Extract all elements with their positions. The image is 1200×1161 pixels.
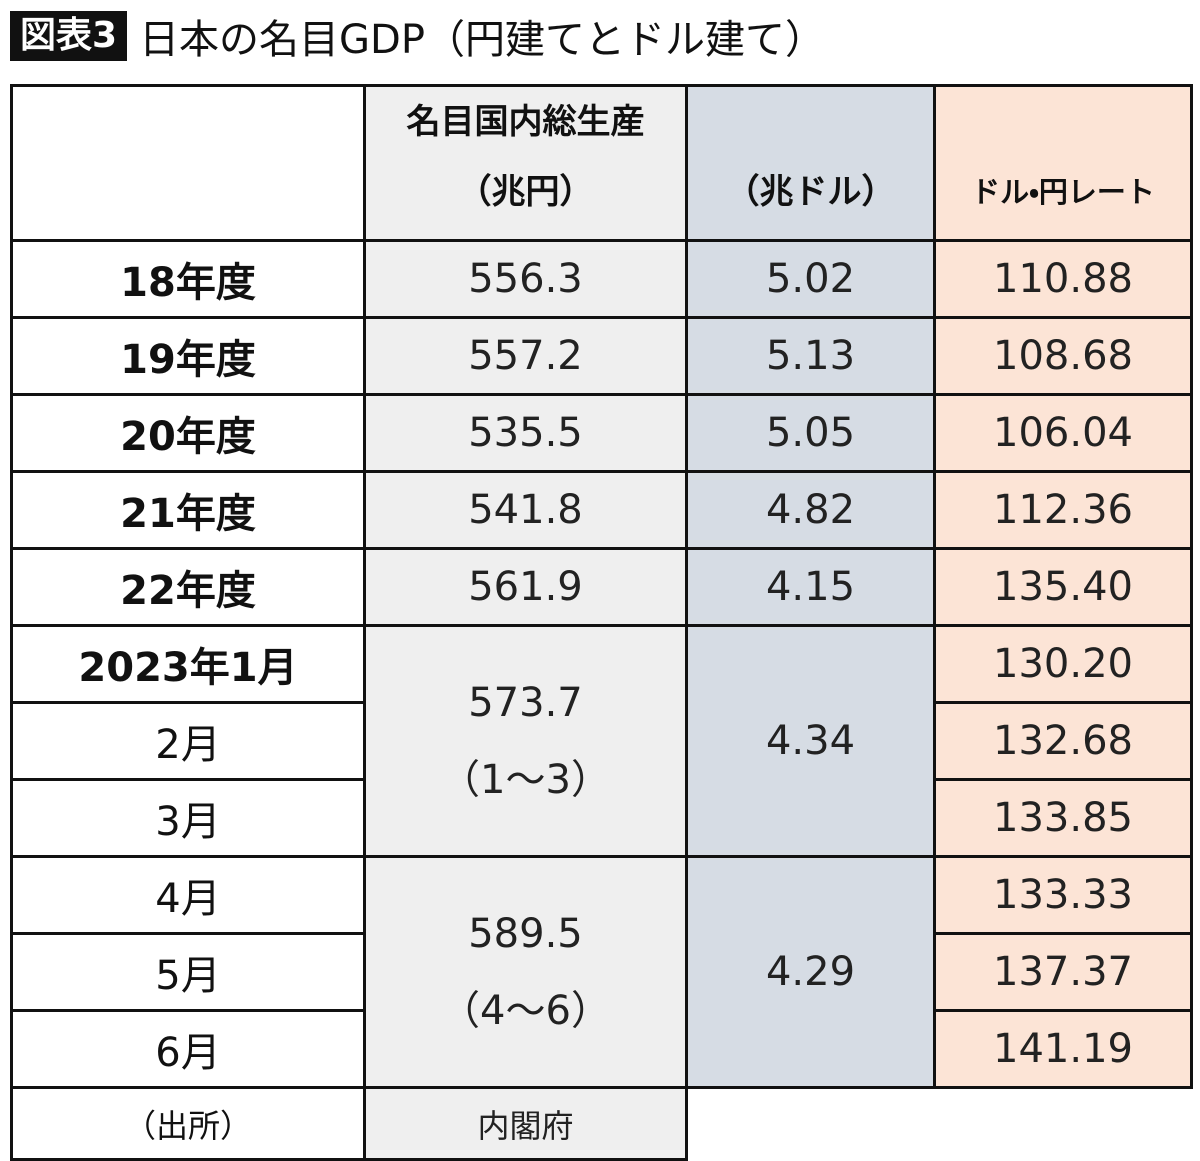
source-label: （出所）	[10, 1086, 366, 1161]
usd-cell: 4.15	[685, 547, 936, 627]
source-row: （出所） 内閣府	[10, 1086, 1192, 1161]
header-cell: ドル・円レート	[933, 84, 1193, 242]
row: 2023年1月 573.7 （1～3） 4.34 130.20	[10, 624, 1193, 858]
title: 日本の名目GDP（円建てとドル建て）	[139, 17, 825, 63]
row: 19年度 557.2 5.13 108.68	[10, 316, 1193, 396]
empty-cell	[687, 1088, 935, 1160]
yen-cell: 573.7 （1～3）	[363, 624, 688, 858]
empty-cell	[935, 1088, 1192, 1160]
usd-cell: 5.02	[685, 239, 936, 319]
title-bar: 図表3 日本の名目GDP（円建てとドル建て）	[10, 5, 825, 67]
row: 18年度 556.3 5.02 110.88	[10, 239, 1193, 319]
usd-cell: 4.82	[685, 470, 936, 550]
rate-cell: 110.88	[933, 239, 1193, 319]
row-label: 20年度	[10, 393, 366, 473]
row-label: 22年度	[10, 547, 366, 627]
row-label: 6月	[10, 1009, 366, 1089]
rate-cell: 108.68	[933, 316, 1193, 396]
yen-cell: 561.9	[363, 547, 688, 627]
row: 5月 137.37	[10, 932, 1193, 1012]
header-line: （兆ドル）	[725, 172, 896, 212]
header-cell: 名目国内総生産 （兆円）	[363, 84, 688, 242]
rate-cell: 133.85	[933, 778, 1193, 858]
row-label: 5月	[10, 932, 366, 1012]
rate-cell: 106.04	[933, 393, 1193, 473]
yen-value: 589.5	[468, 911, 583, 957]
row: 21年度 541.8 4.82 112.36	[10, 470, 1193, 550]
row-label: 2月	[10, 701, 366, 781]
row-label: 21年度	[10, 470, 366, 550]
rate-cell: 137.37	[933, 932, 1193, 1012]
rate-cell: 141.19	[933, 1009, 1193, 1089]
usd-cell: 5.05	[685, 393, 936, 473]
rate-cell: 135.40	[933, 547, 1193, 627]
row-label: 2023年1月	[10, 624, 366, 704]
row-label: 4月	[10, 855, 366, 935]
header-cell: （兆ドル）	[685, 84, 936, 242]
row: 3月 133.85	[10, 778, 1193, 858]
period: （4～6）	[440, 988, 611, 1034]
rate-cell: 112.36	[933, 470, 1193, 550]
gdp-table: 名目国内総生産 （兆円） （兆ドル） ドル・円レート 18年度 556.3 5.02 1…	[10, 84, 1193, 1161]
row-label: 19年度	[10, 316, 366, 396]
row: 22年度 561.9 4.15 135.40	[10, 547, 1193, 627]
row: 20年度 535.5 5.05 106.04	[10, 393, 1193, 473]
row: 6月 141.19	[10, 1009, 1193, 1089]
yen-cell: 589.5 （4～6）	[363, 855, 688, 1089]
row: 4月 589.5 （4～6） 4.29 133.33	[10, 855, 1193, 1089]
table-body: 名目国内総生産 （兆円） （兆ドル） ドル・円レート 18年度 556.3 5.02 1…	[10, 84, 1193, 1161]
yen-value: 573.7	[468, 680, 583, 726]
row-label: 3月	[10, 778, 366, 858]
rate-cell: 132.68	[933, 701, 1193, 781]
period: （1～3）	[440, 757, 611, 803]
header-line: ドル・円レート	[971, 175, 1155, 209]
usd-cell: 4.34	[685, 624, 936, 858]
yen-cell: 556.3	[363, 239, 688, 319]
yen-cell: 541.8	[363, 470, 688, 550]
header-line: 名目国内総生産	[406, 102, 645, 142]
header-line: （兆円）	[457, 172, 594, 212]
rate-cell: 130.20	[933, 624, 1193, 704]
yen-cell: 557.2	[363, 316, 688, 396]
rate-cell: 133.33	[933, 855, 1193, 935]
yen-cell: 535.5	[363, 393, 688, 473]
source-value: 内閣府	[363, 1086, 688, 1161]
badge: 図表3	[10, 11, 128, 61]
row: 2月 132.68	[10, 701, 1193, 781]
row-label: 18年度	[10, 239, 366, 319]
usd-cell: 5.13	[685, 316, 936, 396]
header-row: 名目国内総生産 （兆円） （兆ドル） ドル・円レート	[10, 84, 1193, 242]
usd-cell: 4.29	[685, 855, 936, 1089]
header-cell	[10, 84, 366, 242]
